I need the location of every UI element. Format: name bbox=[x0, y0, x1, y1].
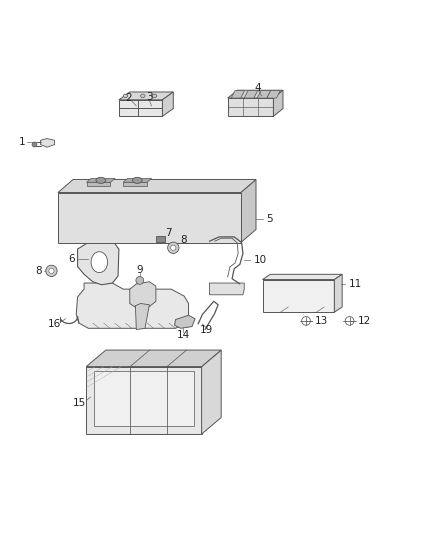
Polygon shape bbox=[58, 192, 241, 243]
Polygon shape bbox=[228, 98, 273, 116]
Text: 6: 6 bbox=[69, 254, 75, 264]
Polygon shape bbox=[86, 367, 201, 434]
Text: 13: 13 bbox=[315, 316, 328, 326]
Ellipse shape bbox=[152, 94, 157, 98]
Ellipse shape bbox=[141, 94, 145, 98]
Polygon shape bbox=[273, 90, 283, 116]
Polygon shape bbox=[135, 303, 149, 329]
Text: 11: 11 bbox=[349, 279, 362, 289]
Polygon shape bbox=[87, 179, 115, 182]
Polygon shape bbox=[41, 139, 54, 147]
Polygon shape bbox=[334, 274, 342, 312]
Text: 4: 4 bbox=[255, 83, 261, 93]
Polygon shape bbox=[123, 182, 147, 186]
Text: 3: 3 bbox=[146, 92, 153, 102]
Polygon shape bbox=[257, 91, 271, 98]
Polygon shape bbox=[162, 92, 173, 116]
Text: 10: 10 bbox=[254, 255, 267, 265]
Polygon shape bbox=[130, 282, 156, 308]
Circle shape bbox=[168, 242, 179, 254]
Text: 12: 12 bbox=[358, 316, 371, 326]
Ellipse shape bbox=[96, 177, 106, 183]
Polygon shape bbox=[267, 91, 280, 98]
Text: 16: 16 bbox=[48, 319, 61, 329]
Circle shape bbox=[46, 265, 57, 277]
Polygon shape bbox=[175, 315, 195, 328]
Polygon shape bbox=[231, 91, 244, 98]
Polygon shape bbox=[262, 274, 342, 279]
Text: 15: 15 bbox=[73, 398, 86, 408]
Polygon shape bbox=[244, 91, 258, 98]
Polygon shape bbox=[78, 238, 119, 285]
Ellipse shape bbox=[123, 94, 127, 98]
Polygon shape bbox=[156, 236, 166, 242]
Text: 5: 5 bbox=[266, 214, 272, 224]
Text: 2: 2 bbox=[125, 93, 132, 103]
Polygon shape bbox=[228, 90, 283, 98]
Polygon shape bbox=[58, 180, 256, 192]
Circle shape bbox=[171, 245, 176, 251]
Polygon shape bbox=[119, 100, 162, 116]
Polygon shape bbox=[241, 180, 256, 243]
Text: 7: 7 bbox=[165, 229, 172, 238]
Ellipse shape bbox=[133, 177, 142, 183]
Polygon shape bbox=[201, 350, 221, 434]
Polygon shape bbox=[76, 283, 188, 328]
Text: 8: 8 bbox=[181, 236, 187, 245]
Text: 14: 14 bbox=[177, 330, 190, 340]
Polygon shape bbox=[87, 182, 110, 186]
Text: 1: 1 bbox=[19, 138, 25, 148]
Text: 19: 19 bbox=[199, 326, 212, 335]
Polygon shape bbox=[94, 370, 194, 426]
Text: 8: 8 bbox=[35, 266, 42, 276]
Polygon shape bbox=[119, 92, 173, 100]
Circle shape bbox=[49, 268, 54, 273]
Ellipse shape bbox=[91, 252, 108, 272]
Polygon shape bbox=[262, 279, 334, 312]
Text: 9: 9 bbox=[137, 265, 143, 275]
Polygon shape bbox=[209, 283, 244, 295]
Circle shape bbox=[136, 277, 144, 284]
Polygon shape bbox=[86, 350, 221, 367]
Polygon shape bbox=[123, 179, 152, 182]
